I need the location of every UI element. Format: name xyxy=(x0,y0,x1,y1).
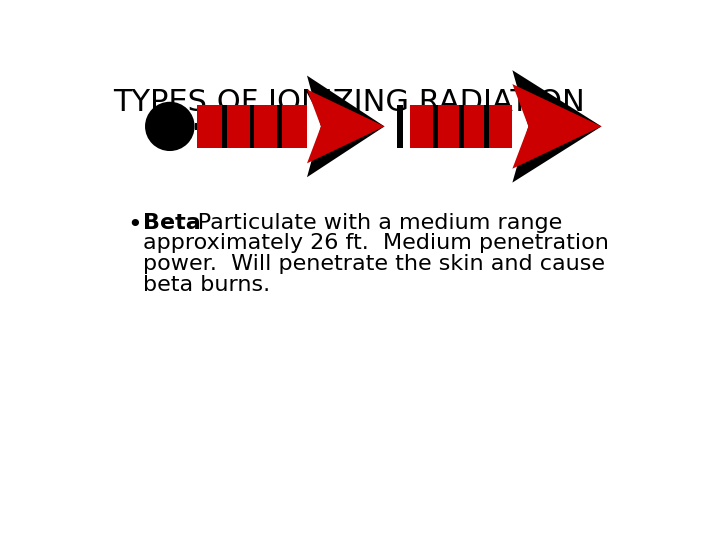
Bar xyxy=(194,123,197,130)
Polygon shape xyxy=(513,70,601,183)
Bar xyxy=(397,105,403,148)
Bar xyxy=(222,105,227,148)
Bar xyxy=(433,105,438,148)
Bar xyxy=(277,105,282,148)
Text: TYPES OF IONIZING RADIATION: TYPES OF IONIZING RADIATION xyxy=(113,88,585,117)
Polygon shape xyxy=(513,84,601,168)
Bar xyxy=(459,105,464,148)
Text: •: • xyxy=(127,213,142,237)
Text: approximately 26 ft.  Medium penetration: approximately 26 ft. Medium penetration xyxy=(143,233,608,253)
Text: :  Particulate with a medium range: : Particulate with a medium range xyxy=(176,213,562,233)
Text: Beta: Beta xyxy=(143,213,200,233)
Bar xyxy=(197,105,307,148)
Polygon shape xyxy=(307,90,384,164)
Bar xyxy=(410,105,513,148)
Bar xyxy=(250,105,254,148)
Text: beta burns.: beta burns. xyxy=(143,275,270,295)
Circle shape xyxy=(145,102,194,151)
Bar xyxy=(485,105,489,148)
Text: power.  Will penetrate the skin and cause: power. Will penetrate the skin and cause xyxy=(143,254,605,274)
Polygon shape xyxy=(307,76,384,177)
